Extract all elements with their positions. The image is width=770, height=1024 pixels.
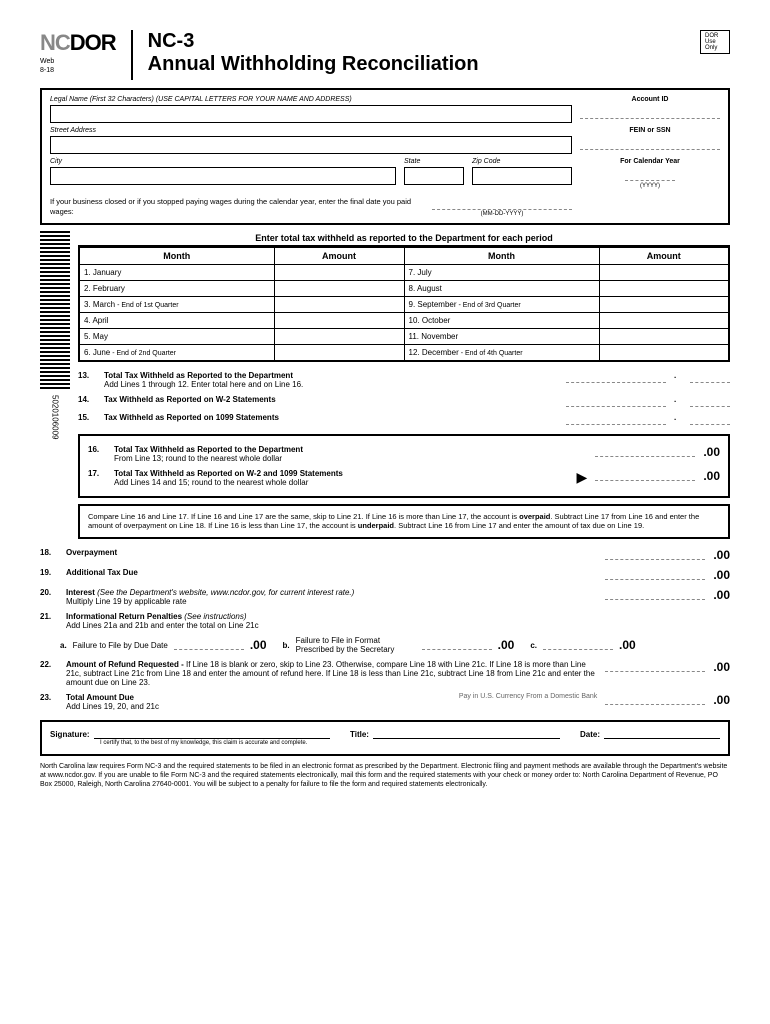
form-title: Annual Withholding Reconciliation (148, 53, 685, 76)
amount-cell[interactable] (599, 344, 729, 361)
line-18-amount[interactable] (605, 548, 705, 560)
line-21c-amount[interactable] (543, 640, 613, 650)
legal-name-label: Legal Name (First 32 Characters) (USE CA… (50, 96, 572, 103)
dor-use-box: DOR Use Only (700, 30, 730, 54)
form-number: NC-3 (148, 30, 685, 53)
line-13: 13. Total Tax Withheld as Reported to th… (78, 368, 730, 392)
line-17-amount[interactable] (595, 469, 695, 481)
month-cell: 3. March - End of 1st Quarter (79, 296, 274, 312)
line-21a-amount[interactable] (174, 640, 244, 650)
amount-cell[interactable] (274, 264, 404, 280)
header-divider (131, 30, 133, 80)
logo-dor: DOR (70, 30, 116, 55)
line-20: 20. Interest (See the Department's websi… (40, 585, 730, 609)
state-label: State (404, 158, 464, 165)
amount-cell[interactable] (274, 280, 404, 296)
line-13-amount[interactable] (566, 371, 666, 383)
line-23-amount[interactable] (605, 693, 705, 705)
month-cell: 6. June - End of 2nd Quarter (79, 344, 274, 361)
certification-text: I certify that, to the best of my knowle… (100, 740, 720, 746)
month-cell: 10. October (404, 312, 599, 328)
line-14: 14. Tax Withheld as Reported on W-2 Stat… (78, 392, 730, 410)
barcode-number: 5020106009 (51, 395, 60, 440)
title-input[interactable] (373, 738, 560, 739)
amount-cell[interactable] (599, 328, 729, 344)
amount-cell[interactable] (274, 344, 404, 361)
fein-label: FEIN or SSN (580, 127, 720, 134)
line-14-amount[interactable] (566, 395, 666, 407)
account-label: Account ID (580, 96, 720, 103)
logo-web: Web (40, 58, 116, 65)
logo-date: 8-18 (40, 67, 116, 74)
th-month-2: Month (404, 247, 599, 265)
identity-box: Legal Name (First 32 Characters) (USE CA… (40, 88, 730, 225)
logo-block: NCDOR Web 8-18 (40, 30, 116, 74)
account-input[interactable] (580, 107, 720, 119)
street-label: Street Address (50, 127, 572, 134)
form-header: NCDOR Web 8-18 NC-3 Annual Withholding R… (40, 30, 730, 80)
month-cell: 8. August (404, 280, 599, 296)
line-20-amount[interactable] (605, 588, 705, 600)
amount-cell[interactable] (274, 312, 404, 328)
month-cell: 9. September - End of 3rd Quarter (404, 296, 599, 312)
logo-nc: NC (40, 30, 70, 55)
th-month-1: Month (79, 247, 274, 265)
months-table: Month Amount Month Amount 1. January 7. J… (78, 246, 730, 362)
line-19-amount[interactable] (605, 568, 705, 580)
final-date-input[interactable] (432, 198, 572, 210)
month-cell: 2. February (79, 280, 274, 296)
street-input[interactable] (50, 136, 572, 154)
title-block: NC-3 Annual Withholding Reconciliation (148, 30, 685, 76)
compare-instructions: Compare Line 16 and Line 17. If Line 16 … (78, 504, 730, 540)
line-15: 15. Tax Withheld as Reported on 1099 Sta… (78, 410, 730, 428)
line-22-amount[interactable] (605, 660, 705, 672)
year-sub: (YYYY) (580, 183, 720, 189)
amount-cell[interactable] (274, 296, 404, 312)
line-23: 23. Total Amount DueAdd Lines 19, 20, an… (40, 690, 730, 714)
signature-input[interactable] (94, 738, 330, 739)
amount-cell[interactable] (599, 264, 729, 280)
th-amount-1: Amount (274, 247, 404, 265)
city-input[interactable] (50, 167, 396, 185)
amount-cell[interactable] (599, 312, 729, 328)
month-cell: 1. January (79, 264, 274, 280)
date-input[interactable] (604, 738, 720, 739)
zip-input[interactable] (472, 167, 572, 185)
date-format: (MM-DD-YYYY) (432, 211, 572, 217)
line-21b-amount[interactable] (422, 640, 492, 650)
line-19: 19. Additional Tax Due .00 (40, 565, 730, 585)
arrow-icon: ▶ (577, 469, 588, 486)
box-16-17: 16. Total Tax Withheld as Reported to th… (78, 434, 730, 498)
state-input[interactable] (404, 167, 464, 185)
amount-cell[interactable] (274, 328, 404, 344)
line-16-amount[interactable] (595, 445, 695, 457)
line-22: 22. Amount of Refund Requested - If Line… (40, 657, 730, 690)
month-cell: 12. December - End of 4th Quarter (404, 344, 599, 361)
city-label: City (50, 158, 396, 165)
month-cell: 5. May (79, 328, 274, 344)
barcode: 5020106009 (40, 231, 70, 546)
footer-text: North Carolina law requires Form NC-3 an… (40, 762, 730, 789)
line-18: 18. Overpayment .00 (40, 545, 730, 565)
month-cell: 7. July (404, 264, 599, 280)
legal-name-input[interactable] (50, 105, 572, 123)
line-21-sub: a. Failure to File by Due Date .00 b. Fa… (60, 636, 730, 654)
section-header: Enter total tax withheld as reported to … (78, 231, 730, 246)
year-input[interactable] (625, 169, 675, 181)
line-15-amount[interactable] (566, 413, 666, 425)
year-label: For Calendar Year (580, 158, 720, 165)
month-cell: 11. November (404, 328, 599, 344)
zip-label: Zip Code (472, 158, 572, 165)
signature-box: Signature: Title: Date: I certify that, … (40, 720, 730, 756)
closed-text: If your business closed or if you stoppe… (50, 197, 424, 217)
month-cell: 4. April (79, 312, 274, 328)
amount-cell[interactable] (599, 280, 729, 296)
th-amount-2: Amount (599, 247, 729, 265)
amount-cell[interactable] (599, 296, 729, 312)
fein-input[interactable] (580, 138, 720, 150)
line-21: 21. Informational Return Penalties (See … (40, 609, 730, 633)
